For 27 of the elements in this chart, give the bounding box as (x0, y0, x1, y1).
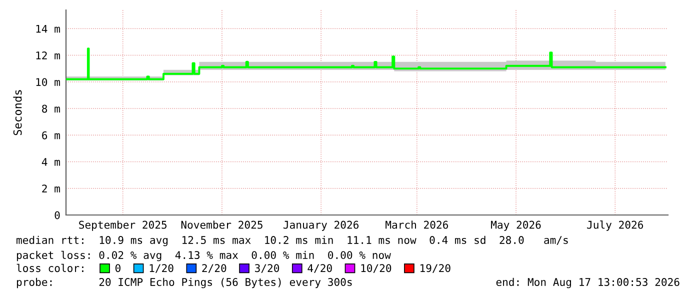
legend-title: loss color: (16, 264, 84, 272)
y-tick-label: 12 m (36, 51, 60, 60)
legend-label: 0 (115, 264, 120, 272)
legend-label: 2/20 (202, 264, 226, 273)
x-tick-label: May 2026 (491, 220, 541, 231)
y-tick-label: 4 m (42, 158, 60, 166)
y-tick-label: 8 m (42, 104, 60, 113)
x-tick-label: July 2026 (587, 220, 644, 231)
text: packet loss: 0.02 % avg 4.13 % max 0.00 % min 0.00 % now (16, 250, 391, 262)
text: probe: 20 ICMP Echo Pings (56 Bytes) every 300s (16, 278, 352, 288)
legend-label: 10/20 (361, 264, 392, 273)
y-tick-label: 2 m (42, 184, 60, 192)
x-tick-label: November 2025 (181, 220, 262, 229)
text: end: Mon Aug 17 13:00:53 2026 (496, 278, 680, 288)
y-tick-label: 6 m (42, 131, 60, 140)
text: median rtt: 10.9 ms avg 12.5 ms max 10.2 ms min 11.1 ms now 0.4 ms sd 28.0 am/s (16, 236, 568, 246)
legend-label: 19/20 (420, 264, 450, 273)
x-tick-label: January 2026 (284, 220, 359, 231)
legend-label: 1/20 (150, 264, 174, 273)
legend-label: 3/20 (255, 264, 280, 273)
y-axis-title: Seconds (13, 90, 22, 136)
y-tick-label: 14 m (36, 24, 60, 33)
x-tick-label: March 2026 (386, 220, 448, 229)
legend-label: 4/20 (308, 264, 332, 273)
x-tick-label: September 2025 (79, 220, 167, 231)
y-tick-label: 0 (54, 211, 60, 220)
y-tick-label: 10 m (36, 78, 60, 86)
